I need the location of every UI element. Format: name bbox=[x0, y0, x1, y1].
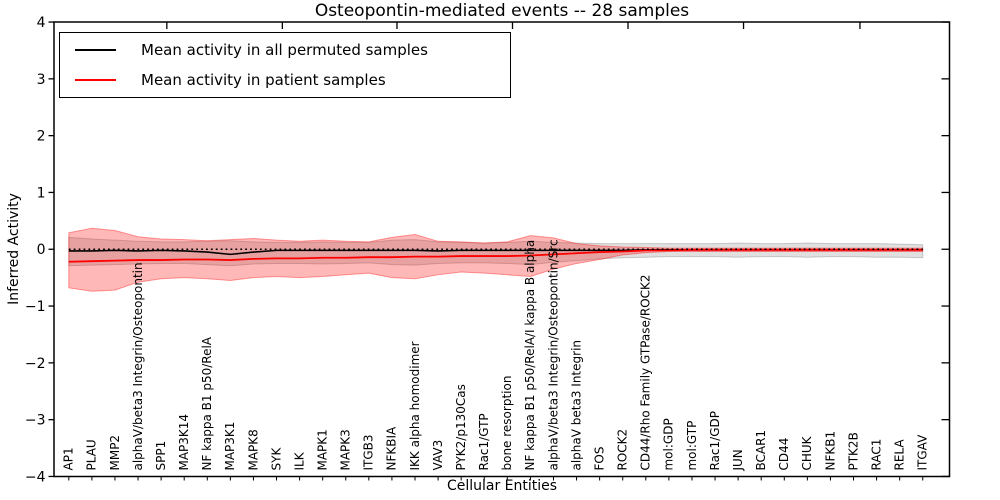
legend-entry-label: Mean activity in patient samples bbox=[141, 71, 386, 89]
x-tick-label: NFKBIA bbox=[385, 426, 399, 471]
legend-entry-label: Mean activity in all permuted samples bbox=[141, 41, 428, 59]
x-tick-label: SYK bbox=[269, 447, 283, 471]
x-tick-label: ITGAV bbox=[916, 434, 930, 471]
x-tick-label: NFKB1 bbox=[823, 431, 837, 471]
x-tick-label: ROCK2 bbox=[616, 429, 630, 471]
red-line-swatch-icon bbox=[75, 79, 116, 81]
x-tick-label: ITGB3 bbox=[362, 434, 376, 470]
x-tick-label: CD44 bbox=[777, 438, 791, 471]
x-tick-label: NF kappa B1 p50/RelA/I kappa B alpha bbox=[523, 240, 537, 471]
black-line-swatch-icon bbox=[75, 49, 116, 51]
y-tick-label: 3 bbox=[37, 72, 46, 88]
x-tick-label: AP1 bbox=[62, 447, 76, 470]
x-tick-label: PTK2B bbox=[846, 432, 860, 470]
x-tick-label: MMP2 bbox=[108, 435, 122, 471]
legend-entry-patient: Mean activity in patient samples bbox=[60, 67, 510, 93]
x-tick-label: Rac1/GTP bbox=[477, 413, 491, 470]
x-tick-label: alphaV/beta3 Integrin/Osteopontin bbox=[131, 262, 145, 470]
x-tick-label: RELA bbox=[893, 439, 907, 471]
x-tick-label: JUN bbox=[731, 449, 745, 471]
x-tick-label: NF kappa B1 p50/RelA bbox=[200, 336, 214, 470]
y-axis-label: Inferred Activity bbox=[6, 193, 22, 305]
y-tick-label: −1 bbox=[25, 299, 46, 315]
x-tick-label: MAPK1 bbox=[316, 429, 330, 470]
y-tick-label: 2 bbox=[37, 129, 46, 145]
chart-title: Osteopontin-mediated events -- 28 sample… bbox=[314, 1, 690, 21]
x-tick-label: mol:GDP bbox=[662, 418, 676, 470]
x-tick-label: PYK2/p130Cas bbox=[454, 384, 468, 470]
x-tick-label: Rac1/GDP bbox=[708, 411, 722, 470]
y-tick-label: 4 bbox=[37, 15, 46, 31]
x-tick-label: alphaV/beta3 Integrin/Osteopontin/Src bbox=[546, 239, 560, 470]
y-tick-label: −4 bbox=[25, 469, 46, 485]
x-tick-label: ILK bbox=[292, 451, 306, 470]
y-tick-label: −3 bbox=[25, 413, 46, 429]
x-tick-label: IKK alpha homodimer bbox=[408, 341, 422, 470]
y-tick-label: 0 bbox=[37, 242, 46, 258]
x-tick-label: MAPK8 bbox=[246, 429, 260, 470]
x-tick-label: mol:GTP bbox=[685, 421, 699, 471]
legend-entry-permuted: Mean activity in all permuted samples bbox=[60, 37, 510, 63]
x-tick-label: CD44/Rho Family GTPase/ROCK2 bbox=[639, 274, 653, 470]
x-tick-label: MAPK3 bbox=[339, 429, 353, 470]
x-tick-label: bone resorption bbox=[500, 376, 514, 471]
y-tick-label: −2 bbox=[25, 356, 46, 372]
x-tick-label: CHUK bbox=[800, 435, 814, 470]
x-tick-label: MAP3K14 bbox=[177, 414, 191, 471]
x-tick-label: RAC1 bbox=[869, 439, 883, 471]
y-tick-label: 1 bbox=[37, 185, 46, 201]
patient-std-band bbox=[68, 227, 924, 292]
x-axis-label: Cellular Entities bbox=[446, 478, 558, 494]
x-tick-label: PLAU bbox=[85, 439, 99, 470]
x-tick-label: MAP3K1 bbox=[223, 422, 237, 471]
legend-box: Mean activity in all permuted samples Me… bbox=[59, 32, 511, 98]
x-tick-label: SPP1 bbox=[154, 441, 168, 471]
x-tick-label: FOS bbox=[592, 447, 606, 471]
x-tick-label: alphaV beta3 Integrin bbox=[569, 340, 583, 471]
x-tick-label: BCAR1 bbox=[754, 430, 768, 471]
x-tick-label: VAV3 bbox=[431, 440, 445, 471]
